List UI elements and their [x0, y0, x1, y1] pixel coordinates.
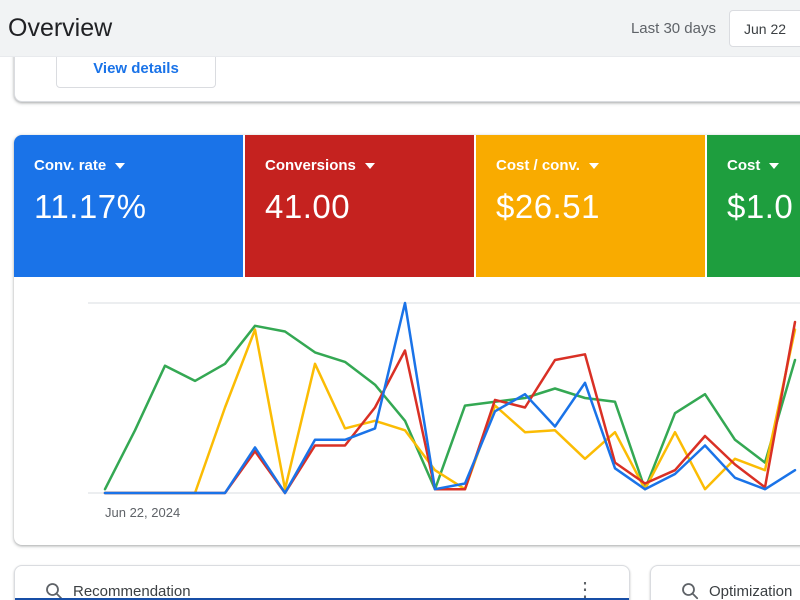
- metric-value: 41.00: [265, 188, 351, 225]
- metric-label: Conversions: [265, 157, 356, 174]
- chart-line-cost-conv-: [103, 328, 797, 495]
- overview-chart-svg: [88, 301, 800, 495]
- date-range-label[interactable]: Last 30 days: [630, 20, 716, 37]
- scorecard-conv-rate[interactable]: Conv. rate 11.17%: [14, 135, 243, 277]
- metric-value: 11.17%: [34, 188, 147, 225]
- overview-metrics-card: Conv. rate 11.17% Conversions 41.00 Cost…: [14, 135, 800, 545]
- scorecard-cost[interactable]: Cost $1.0: [707, 135, 800, 277]
- metric-selector[interactable]: Cost: [727, 157, 800, 174]
- chevron-down-icon: [769, 162, 780, 169]
- metric-label: Cost / conv.: [496, 157, 580, 174]
- optimization-card: Optimization: [650, 565, 800, 600]
- chevron-down-icon: [364, 162, 375, 169]
- metric-value: $26.51: [496, 188, 600, 225]
- search-icon: [682, 583, 699, 600]
- card-title: Recommendation: [73, 582, 191, 600]
- metric-label: Conv. rate: [34, 157, 107, 174]
- chevron-down-icon: [588, 162, 599, 169]
- kebab-menu-icon[interactable]: ⋮: [575, 579, 595, 600]
- scorecard-cost-per-conv[interactable]: Cost / conv. $26.51: [476, 135, 705, 277]
- trend-chart-area: Jun 22, 2024: [14, 277, 800, 545]
- metric-value: $1.0: [727, 188, 794, 225]
- scorecard-conversions[interactable]: Conversions 41.00: [245, 135, 474, 277]
- metric-label: Cost: [727, 157, 761, 174]
- scorecard-row: Conv. rate 11.17% Conversions 41.00 Cost…: [14, 135, 800, 277]
- recommendations-card: Recommendation ⋮: [14, 565, 630, 600]
- chart-line-cost: [103, 324, 797, 491]
- page-header: Overview Last 30 days Jun 22: [0, 0, 800, 57]
- card-header: Recommendation: [15, 566, 629, 600]
- chart-line-conversions: [103, 320, 797, 495]
- metric-selector[interactable]: Conv. rate: [34, 157, 243, 174]
- metric-selector[interactable]: Conversions: [265, 157, 474, 174]
- metric-selector[interactable]: Cost / conv.: [496, 157, 705, 174]
- chevron-down-icon: [115, 162, 126, 169]
- search-icon: [46, 583, 63, 600]
- date-picker-button[interactable]: Jun 22: [729, 10, 800, 47]
- chart-x-axis-label: Jun 22, 2024: [105, 505, 181, 520]
- chart-line-conv-rate: [103, 301, 797, 495]
- card-title: Optimization: [709, 582, 793, 600]
- card-accent-strip: [15, 598, 629, 600]
- page-title: Overview: [8, 14, 113, 42]
- card-header: Optimization: [651, 566, 800, 600]
